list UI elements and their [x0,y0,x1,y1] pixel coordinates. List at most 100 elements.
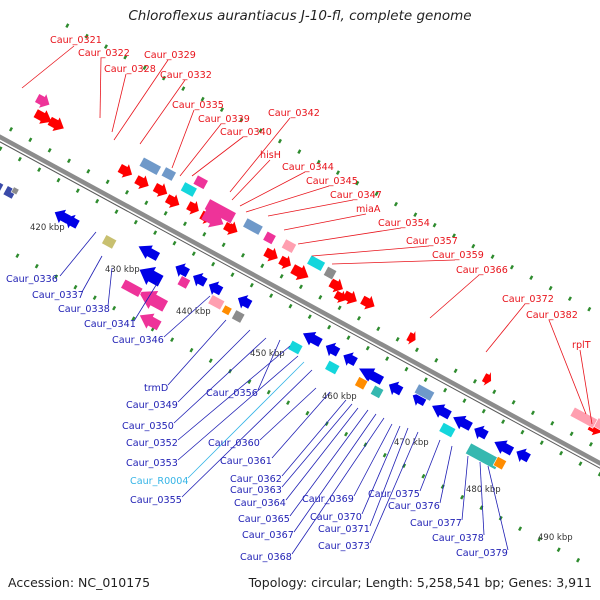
scale-tick [413,212,418,217]
scale-tick [518,526,523,532]
reverse-feature-box [101,234,118,250]
reverse-gene-label: Caur_0353 [126,458,178,469]
scale-tick [297,149,302,154]
scale-tick [56,177,61,183]
reverse-gene-label: Caur_0337 [32,290,84,301]
reverse-gene-label: Caur_0355 [130,495,182,506]
reverse-feature-box [438,421,457,439]
genome-backbone [0,134,600,466]
cds-reverse-arrow [453,415,473,431]
reverse-feature-box [354,376,369,391]
cds-reverse-arrow [139,313,162,331]
scale-tick [443,387,448,393]
scale-tick [356,315,361,321]
reverse-feature-box [413,383,436,402]
scale-tick [324,421,329,427]
scale-tick [15,253,20,259]
forward-feature-box [179,181,198,198]
reverse-label-leader [259,387,317,441]
scale-tick [471,243,476,249]
reverse-feature-box [120,278,144,298]
cds-forward-arrow [34,94,50,108]
scale-tick [123,54,128,60]
scale-tick [335,170,340,175]
scale-tick [258,128,263,133]
scale-tick [382,452,387,458]
scale-tick [266,389,271,395]
forward-gene-label: Caur_0354 [378,218,430,229]
scale-label: 470 kbp [394,438,429,448]
reverse-label-leader [107,267,113,307]
scale-tick [230,272,235,277]
scale-tick [346,335,351,340]
forward-label-leader [429,274,480,319]
scale-tick [490,254,495,259]
scale-tick [219,107,224,112]
forward-label-leader [245,185,330,213]
forward-feature-box [160,166,177,182]
forward-gene-label: Caur_0359 [432,250,484,261]
scale-tick [65,23,70,28]
forward-label-leader [485,303,526,353]
reverse-gene-label: Caur_0376 [388,501,440,512]
scale-tick [260,263,265,269]
reverse-label-leader [369,431,419,544]
cds-reverse-arrow [138,290,169,312]
forward-gene-label: Caur_0328 [104,64,156,75]
scale-tick [374,191,379,196]
scale-tick [103,44,108,49]
scale-tick [355,180,360,186]
scale-tick [170,337,175,343]
reverse-label-leader [285,407,359,501]
reverse-gene-label: Caur_0362 [230,474,282,485]
reverse-label-leader [181,369,313,498]
reverse-gene-label: Caur_0371 [318,524,370,535]
scale-tick [423,377,428,382]
cds-forward-arrow [481,372,492,386]
reverse-label-leader [281,399,347,477]
scale-label: 440 kbp [176,307,211,317]
reverse-feature-box [10,186,20,196]
scale-tick [376,326,381,332]
scale-tick [556,547,561,553]
forward-gene-label: rplT [572,340,591,351]
forward-feature-box [192,174,209,190]
scale-tick [37,167,42,172]
scale-tick [509,264,514,270]
reverse-gene-label: Caur_0352 [126,438,178,449]
scale-tick [191,251,196,256]
scale-tick [221,242,226,248]
reverse-gene-label: Caur_0375 [368,489,420,500]
reverse-label-leader [289,409,369,517]
forward-gene-label: Caur_0339 [198,114,250,125]
forward-label-leader [229,117,291,193]
scale-tick [337,305,342,311]
genome-backbone-shadow [0,141,600,469]
scale-tick [144,200,149,206]
scale-tick [247,379,252,385]
scale-tick [472,379,477,384]
scale-tick [277,138,282,144]
map-title: Chloroflexus aurantiacus J-10-fl, comple… [128,8,472,24]
cds-reverse-arrow [412,392,428,406]
cds-forward-arrow [152,183,168,197]
scale-tick [453,368,458,374]
scale-label: 460 kbp [322,392,357,402]
reverse-gene-label: Caur_0367 [242,530,294,541]
reverse-label-leader [461,455,469,521]
scale-tick [211,261,216,267]
reverse-label-leader [257,339,281,391]
forward-feature-box [569,406,599,429]
reverse-label-leader [419,439,441,492]
scale-label: 490 kbp [538,533,573,543]
scale-tick [559,450,564,456]
cds-reverse-arrow [138,245,161,261]
cds-reverse-arrow [237,295,253,309]
reverse-label-leader [81,255,103,293]
scale-tick [492,389,497,395]
cds-forward-arrow [290,264,309,280]
scale-tick [316,159,321,165]
scale-tick [395,337,400,342]
reverse-gene-label: Caur_0350 [122,421,174,432]
scale-tick [105,179,110,185]
